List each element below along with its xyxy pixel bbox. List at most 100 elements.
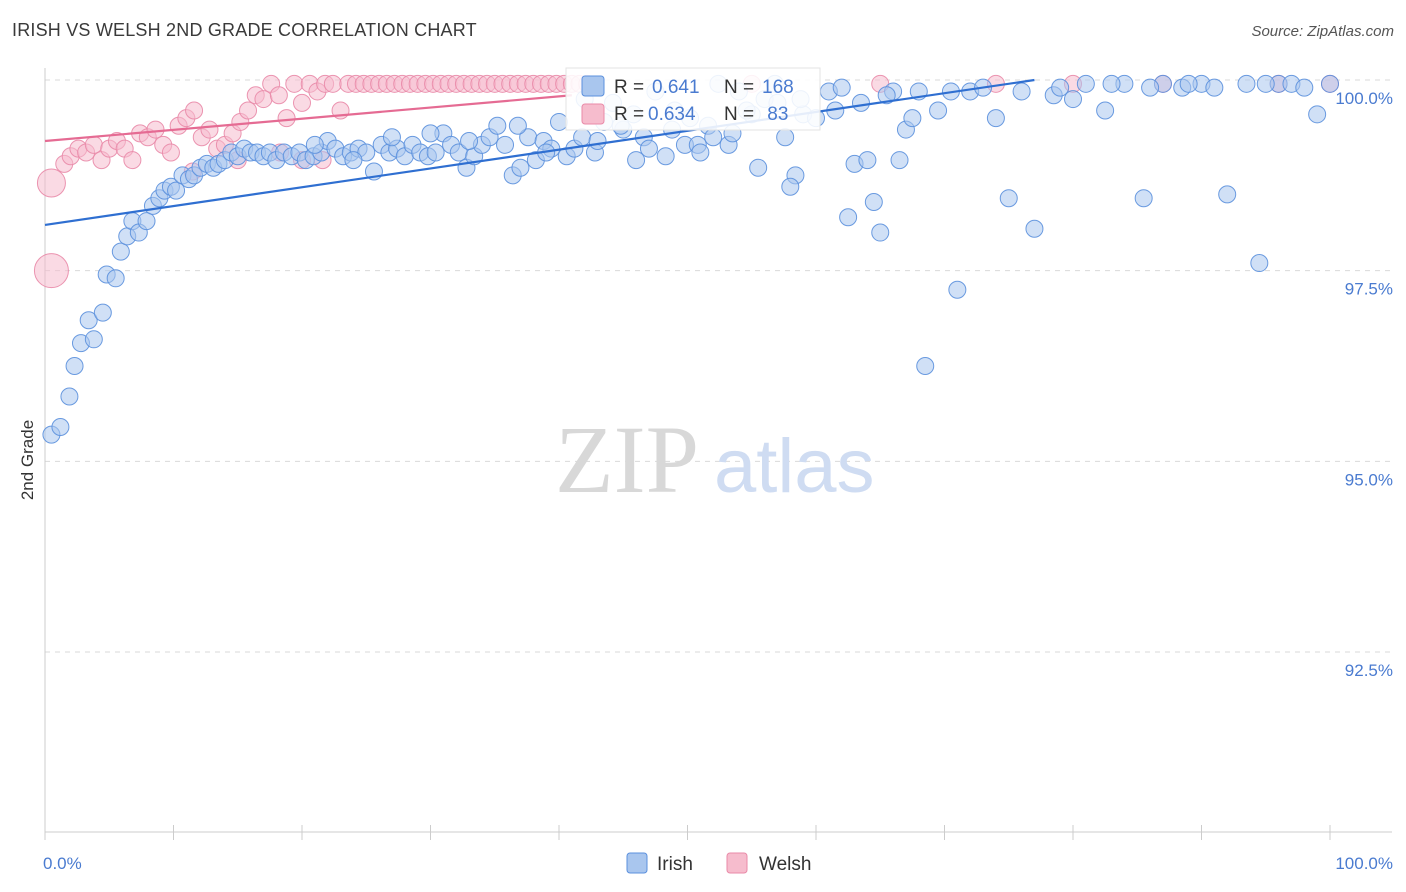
legend-welsh-n-label: N = (724, 104, 754, 125)
irish-point (839, 208, 858, 227)
irish-point (106, 269, 125, 288)
irish-point (1250, 254, 1269, 273)
legend-welsh-n-value: 83 (762, 104, 788, 125)
irish-point (1321, 74, 1339, 93)
irish-point (1064, 90, 1082, 109)
irish-point (903, 109, 922, 128)
bottom-legend-irish: Irish (657, 854, 693, 875)
irish-point (704, 128, 723, 147)
irish-point (1179, 74, 1198, 93)
irish-point (588, 132, 607, 151)
correlation-legend: R = 0.641 N = 168 R = 0.634 N = 83 (565, 67, 821, 131)
irish-point (639, 139, 658, 158)
welsh-point (323, 74, 342, 93)
welsh-point (200, 120, 219, 139)
welsh-point (84, 135, 103, 154)
irish-point (929, 101, 948, 120)
legend-irish-r-value: 0.641 (652, 77, 700, 98)
irish-point (858, 151, 877, 170)
irish-point (550, 112, 568, 131)
irish-point (93, 303, 112, 322)
irish-point (1256, 74, 1275, 93)
welsh-point (36, 168, 66, 198)
irish-point (488, 116, 507, 135)
irish-point (832, 78, 851, 97)
irish-point (1295, 78, 1314, 97)
y-axis-label: 2nd Grade (18, 420, 37, 500)
bottom-legend-swatch-welsh (726, 852, 748, 874)
series-legend: Irish Welsh (626, 852, 811, 875)
irish-point (871, 223, 890, 242)
irish-point (1025, 219, 1044, 238)
irish-trend-line (44, 78, 1035, 226)
irish-point (167, 181, 186, 200)
y-tick-label: 97.5% (1345, 280, 1393, 299)
source-note: Source: ZipAtlas.com (1251, 23, 1394, 40)
irish-point (344, 151, 363, 170)
irish-point (1141, 78, 1160, 97)
irish-point (776, 128, 795, 147)
irish-point (1237, 74, 1256, 93)
irish-point (1308, 105, 1327, 124)
welsh-point (123, 151, 142, 170)
irish-point (656, 147, 675, 166)
irish-point (573, 128, 592, 147)
welsh-point (269, 86, 288, 105)
irish-point (84, 330, 103, 349)
watermark: ZIP atlas (555, 406, 875, 513)
irish-point (426, 143, 445, 162)
watermark-atlas: atlas (714, 424, 875, 509)
welsh-point (239, 101, 258, 120)
legend-swatch-welsh (581, 103, 605, 125)
bottom-legend-welsh: Welsh (759, 854, 811, 875)
axis-layer (44, 68, 1392, 840)
irish-point (51, 418, 70, 437)
welsh-point (285, 74, 304, 93)
irish-point (749, 158, 768, 177)
irish-point (60, 387, 79, 406)
irish-point (877, 86, 896, 105)
irish-point (627, 151, 646, 170)
irish-point (1076, 74, 1095, 93)
irish-point (986, 109, 1005, 128)
irish-point (781, 177, 800, 196)
irish-point (1134, 189, 1153, 208)
welsh-point (146, 120, 165, 139)
x-tick-label-min: 0.0% (43, 854, 82, 873)
irish-point (916, 357, 935, 375)
legend-irish-n-value: 168 (762, 77, 794, 98)
grid-layer: 92.5% 95.0% 97.5% 100.0% (45, 79, 1393, 680)
irish-point (511, 158, 530, 177)
irish-point (1218, 185, 1237, 204)
watermark-zip: ZIP (555, 406, 699, 513)
irish-point (1102, 74, 1121, 93)
irish-point (1012, 82, 1031, 101)
bottom-legend-swatch-irish (626, 852, 648, 874)
irish-point (65, 357, 84, 375)
chart-title: IRISH VS WELSH 2ND GRADE CORRELATION CHA… (12, 20, 477, 40)
irish-point (948, 280, 967, 299)
legend-swatch-irish (581, 75, 605, 97)
y-tick-label: 92.5% (1345, 661, 1393, 680)
legend-irish-n-label: N = (724, 77, 754, 98)
welsh-point (161, 143, 180, 162)
welsh-point (185, 101, 204, 120)
irish-point (999, 189, 1018, 208)
irish-point (851, 93, 870, 112)
irish-point (137, 212, 156, 231)
x-tick-label-max: 100.0% (1335, 854, 1393, 873)
irish-point (382, 128, 401, 147)
irish-point (1205, 78, 1224, 97)
welsh-point (277, 109, 296, 128)
irish-point (421, 124, 440, 143)
legend-welsh-r-value: 0.634 (648, 104, 696, 125)
irish-point (691, 143, 710, 162)
welsh-point (293, 93, 311, 112)
irish-point (111, 242, 130, 261)
irish-point (460, 132, 479, 151)
irish-point (496, 135, 515, 154)
welsh-point (254, 90, 273, 109)
irish-point (1096, 101, 1115, 120)
irish-point (890, 151, 909, 170)
